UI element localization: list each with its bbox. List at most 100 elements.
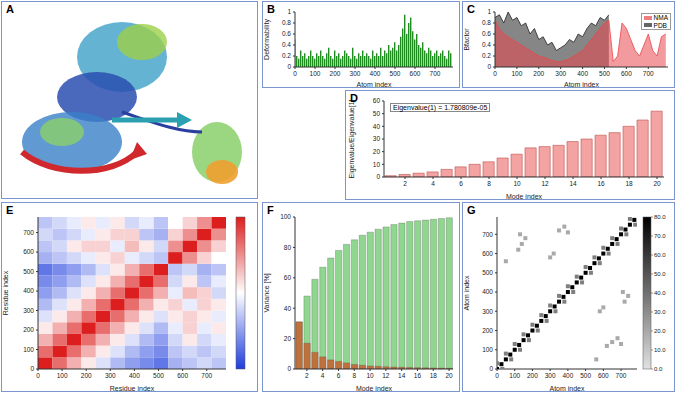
svg-text:8: 8 <box>352 372 356 379</box>
svg-text:14: 14 <box>398 372 406 379</box>
svg-text:0.8: 0.8 <box>282 19 291 26</box>
svg-text:0.8: 0.8 <box>482 19 491 26</box>
svg-text:500: 500 <box>23 268 34 275</box>
svg-text:0: 0 <box>493 70 497 77</box>
svg-text:600: 600 <box>23 248 34 255</box>
svg-text:700: 700 <box>201 372 212 379</box>
svg-text:Mode index: Mode index <box>506 193 543 199</box>
svg-text:70.0: 70.0 <box>654 233 666 239</box>
svg-text:60.0: 60.0 <box>654 252 666 258</box>
svg-text:20.0: 20.0 <box>654 328 666 334</box>
svg-text:20: 20 <box>653 180 661 187</box>
svg-text:12: 12 <box>382 372 390 379</box>
svg-text:10: 10 <box>513 180 521 187</box>
svg-text:1: 1 <box>287 8 291 15</box>
svg-text:500: 500 <box>482 269 493 276</box>
svg-text:80: 80 <box>284 244 292 251</box>
svg-text:2: 2 <box>305 372 309 379</box>
svg-text:6: 6 <box>459 180 463 187</box>
svg-text:16: 16 <box>597 180 605 187</box>
svg-text:600: 600 <box>598 372 609 379</box>
svg-text:0: 0 <box>36 372 40 379</box>
svg-text:0: 0 <box>287 365 291 372</box>
svg-text:500: 500 <box>390 70 401 77</box>
svg-text:100: 100 <box>310 70 321 77</box>
svg-text:0.2: 0.2 <box>482 52 491 59</box>
svg-text:600: 600 <box>410 70 421 77</box>
svg-text:300: 300 <box>482 308 493 315</box>
svg-text:100: 100 <box>482 346 493 353</box>
svg-text:600: 600 <box>621 70 632 77</box>
svg-text:Atom index: Atom index <box>549 385 585 391</box>
svg-text:0.2: 0.2 <box>282 52 291 59</box>
svg-text:12: 12 <box>541 180 549 187</box>
svg-text:0: 0 <box>287 63 291 70</box>
svg-text:4: 4 <box>431 180 435 187</box>
svg-text:300: 300 <box>23 307 34 314</box>
svg-text:0.6: 0.6 <box>282 30 291 37</box>
svg-text:0.0: 0.0 <box>654 366 663 372</box>
svg-text:10: 10 <box>366 372 374 379</box>
svg-text:Bfactor: Bfactor <box>463 28 470 51</box>
svg-text:Atom index: Atom index <box>463 275 470 311</box>
svg-text:60: 60 <box>373 97 381 104</box>
svg-text:Atom index: Atom index <box>356 81 392 87</box>
svg-text:16: 16 <box>414 372 422 379</box>
svg-text:200: 200 <box>482 327 493 334</box>
svg-text:0: 0 <box>489 365 493 372</box>
svg-text:100: 100 <box>57 372 68 379</box>
svg-text:10.0: 10.0 <box>654 347 666 353</box>
svg-text:100: 100 <box>280 213 291 220</box>
svg-text:30: 30 <box>373 135 381 142</box>
svg-text:200: 200 <box>23 326 34 333</box>
svg-text:80.0: 80.0 <box>654 214 666 220</box>
svg-text:100: 100 <box>23 346 34 353</box>
svg-text:200: 200 <box>330 70 341 77</box>
svg-text:100: 100 <box>511 70 522 77</box>
svg-text:50: 50 <box>373 110 381 117</box>
svg-text:0: 0 <box>293 70 297 77</box>
svg-text:Residue index: Residue index <box>2 270 9 315</box>
svg-text:40: 40 <box>284 305 292 312</box>
svg-text:400: 400 <box>562 372 573 379</box>
svg-text:700: 700 <box>643 70 654 77</box>
svg-text:10: 10 <box>373 161 381 168</box>
svg-text:700: 700 <box>23 229 34 236</box>
svg-text:0: 0 <box>495 372 499 379</box>
svg-text:200: 200 <box>533 70 544 77</box>
svg-text:6: 6 <box>337 372 341 379</box>
svg-text:300: 300 <box>555 70 566 77</box>
svg-text:Eigenvalue/Eigenvalue[1]: Eigenvalue/Eigenvalue[1] <box>348 99 356 178</box>
svg-text:500: 500 <box>580 372 591 379</box>
svg-text:Variance [%]: Variance [%] <box>263 273 271 312</box>
svg-text:40: 40 <box>373 123 381 130</box>
svg-text:60: 60 <box>284 274 292 281</box>
svg-text:50.0: 50.0 <box>654 271 666 277</box>
svg-text:Atom index: Atom index <box>564 81 600 87</box>
svg-text:300: 300 <box>350 70 361 77</box>
svg-text:1: 1 <box>487 8 491 15</box>
svg-text:14: 14 <box>569 180 577 187</box>
svg-text:400: 400 <box>577 70 588 77</box>
svg-text:400: 400 <box>370 70 381 77</box>
svg-text:600: 600 <box>482 250 493 257</box>
svg-text:18: 18 <box>430 372 438 379</box>
svg-text:0.4: 0.4 <box>282 41 291 48</box>
svg-text:0.4: 0.4 <box>482 41 491 48</box>
svg-text:18: 18 <box>625 180 633 187</box>
svg-text:700: 700 <box>430 70 441 77</box>
svg-text:300: 300 <box>105 372 116 379</box>
svg-text:100: 100 <box>509 372 520 379</box>
svg-text:200: 200 <box>81 372 92 379</box>
svg-text:500: 500 <box>599 70 610 77</box>
svg-text:0.6: 0.6 <box>482 30 491 37</box>
svg-text:300: 300 <box>545 372 556 379</box>
svg-text:8: 8 <box>487 180 491 187</box>
svg-text:500: 500 <box>153 372 164 379</box>
svg-text:400: 400 <box>129 372 140 379</box>
svg-text:200: 200 <box>527 372 538 379</box>
svg-text:0: 0 <box>487 63 491 70</box>
svg-text:40.0: 40.0 <box>654 290 666 296</box>
svg-text:0: 0 <box>30 365 34 372</box>
svg-text:20: 20 <box>373 148 381 155</box>
